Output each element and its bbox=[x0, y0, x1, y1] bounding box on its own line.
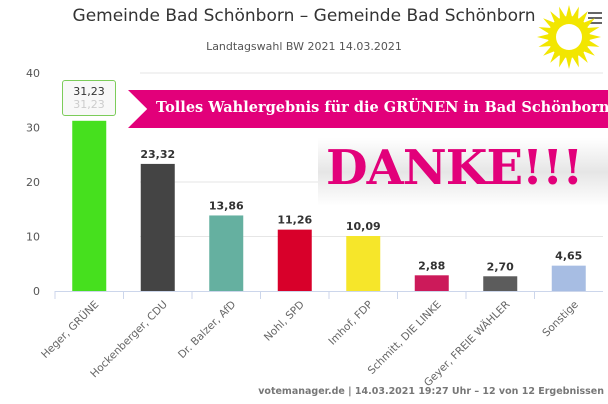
x-tick-label: Hockenberger, CDU bbox=[88, 299, 170, 381]
data-label: 4,65 bbox=[555, 250, 582, 263]
chart-title: Gemeinde Bad Schönborn – Gemeinde Bad Sc… bbox=[72, 6, 536, 26]
data-label: 2,70 bbox=[487, 260, 514, 273]
x-tick-label: Dr. Balzer, AfD bbox=[176, 299, 238, 361]
tooltip: 31,23 31,23 bbox=[62, 80, 116, 116]
x-tick-label: Schmitt, DIE LINKE bbox=[366, 299, 444, 377]
x-tick-label: Nohl, SPD bbox=[262, 299, 307, 344]
y-tick-label: 0 bbox=[33, 285, 40, 298]
x-tick-label: Sonstige bbox=[540, 299, 581, 340]
sunflower-icon bbox=[537, 5, 601, 69]
bar bbox=[140, 163, 175, 291]
credits-link[interactable]: votemanager.de | 14.03.2021 19:27 Uhr – … bbox=[258, 386, 604, 397]
y-tick-label: 10 bbox=[26, 231, 40, 244]
bar bbox=[551, 265, 586, 291]
bar bbox=[72, 120, 107, 291]
data-label: 13,86 bbox=[209, 199, 244, 212]
banner: Tolles Wahlergebnis für die GRÜNEN in Ba… bbox=[128, 90, 608, 128]
data-label: 23,32 bbox=[140, 148, 175, 161]
danke-overlay: DANKE!!! bbox=[318, 138, 608, 206]
bar bbox=[483, 276, 518, 291]
chart-subtitle: Landtagswahl BW 2021 14.03.2021 bbox=[206, 40, 402, 53]
x-tick-label: Imhof, FDP bbox=[326, 299, 375, 348]
bar bbox=[277, 229, 312, 291]
bar bbox=[414, 275, 449, 291]
x-tick-label: Heger, GRÜNE bbox=[38, 298, 101, 361]
y-tick-label: 40 bbox=[26, 67, 40, 80]
bar bbox=[346, 236, 381, 291]
data-label: 2,88 bbox=[418, 259, 445, 272]
y-tick-label: 30 bbox=[26, 122, 40, 135]
y-tick-label: 20 bbox=[26, 176, 40, 189]
menu-icon[interactable] bbox=[588, 12, 602, 27]
bar bbox=[209, 215, 244, 291]
data-label: 10,09 bbox=[346, 220, 381, 233]
data-label: 11,26 bbox=[277, 214, 312, 227]
